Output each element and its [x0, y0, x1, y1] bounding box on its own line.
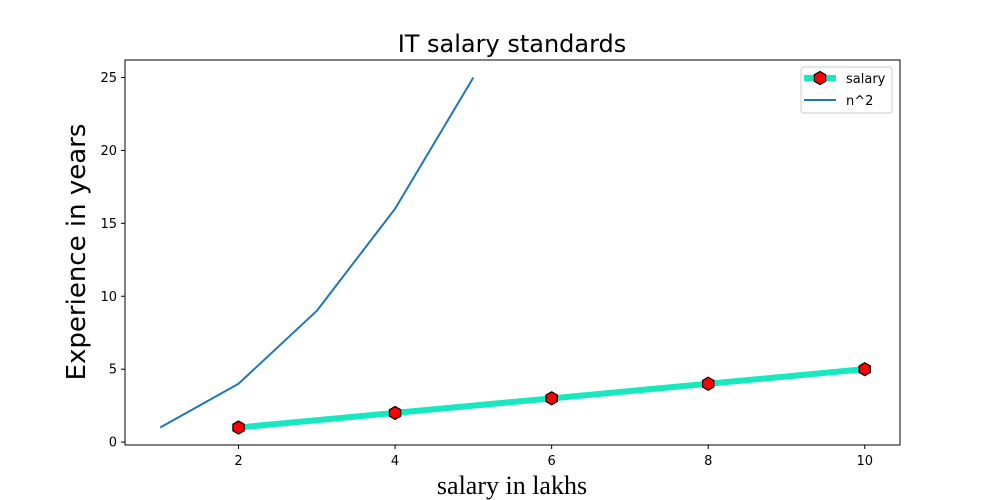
salary-point [388, 405, 402, 421]
legend: salary n^2 [800, 66, 893, 114]
x-tick-label: 2 [234, 454, 242, 469]
y-tick-label: 10 [100, 290, 117, 305]
x-tick-label: 10 [856, 454, 873, 469]
x-tick-label: 4 [391, 454, 399, 469]
y-axis: 0 5 10 15 20 25 [100, 71, 125, 451]
y-tick-label: 25 [100, 71, 117, 86]
y-tick-label: 0 [109, 436, 117, 451]
salary-point [232, 420, 245, 435]
y-tick-label: 5 [109, 363, 117, 378]
y-tick-label: 20 [100, 144, 117, 159]
chart-title: IT salary standards [398, 30, 627, 58]
salary-point [545, 391, 558, 406]
legend-label-n-squared: n^2 [846, 94, 873, 109]
plot-area [124, 59, 901, 446]
series-layer [159, 76, 872, 435]
salary-point [701, 376, 715, 391]
legend-marker-salary [813, 70, 827, 86]
salary-point [858, 361, 872, 377]
x-axis: 2 4 6 8 10 [234, 445, 873, 469]
y-axis-label: Experience in years [62, 124, 92, 381]
legend-label-salary: salary [846, 72, 886, 87]
series-line-n-squared [159, 76, 475, 429]
y-tick-label: 15 [100, 217, 117, 232]
x-tick-label: 6 [548, 454, 556, 469]
x-tick-label: 8 [704, 454, 712, 469]
x-axis-label: salary in lakhs [437, 471, 587, 500]
